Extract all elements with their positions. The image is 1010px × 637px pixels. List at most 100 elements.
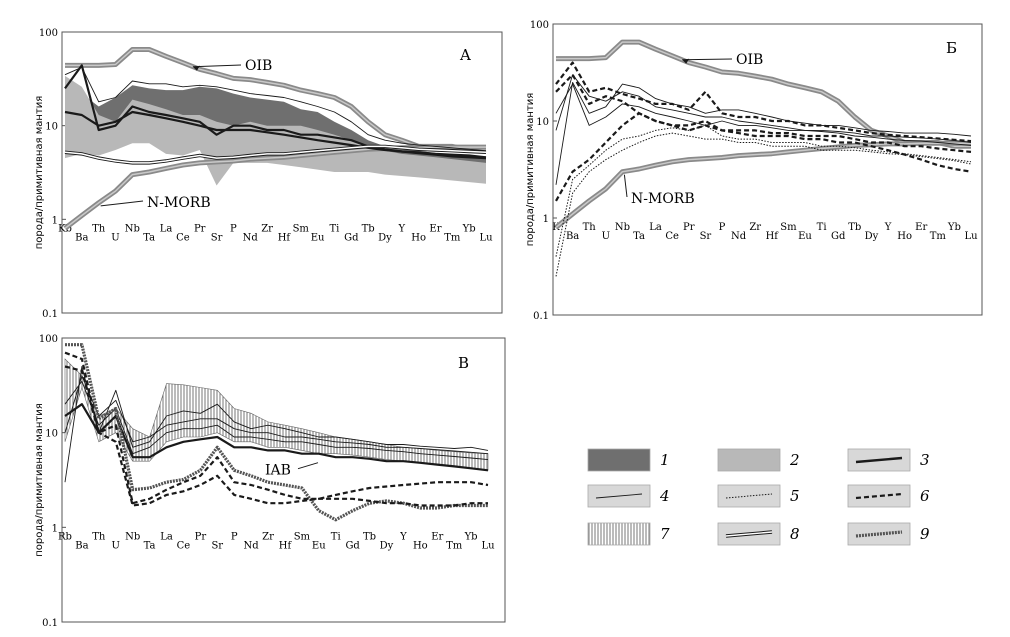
series-line-9 xyxy=(65,343,488,522)
series-line-5 xyxy=(555,124,972,257)
annotation-iab: IAB xyxy=(265,463,291,479)
legend-number: 7 xyxy=(660,525,670,543)
legend-item-8: 8 xyxy=(717,522,800,546)
element-label: Hf xyxy=(766,231,780,242)
element-label: Sr xyxy=(211,540,223,551)
element-label: Y xyxy=(399,531,407,542)
legend-item-5: 5 xyxy=(717,484,800,508)
element-label: P xyxy=(231,531,238,542)
element-label: Yb xyxy=(462,223,476,234)
legend-number: 9 xyxy=(920,525,930,543)
element-label: Ho xyxy=(411,232,426,243)
element-label: Hf xyxy=(278,232,292,243)
legend-number: 8 xyxy=(790,525,800,543)
legend-swatch xyxy=(587,522,651,546)
element-label: Ho xyxy=(413,540,428,551)
series-line-4 xyxy=(64,366,489,483)
element-label: Nb xyxy=(125,531,140,542)
element-label: Yb xyxy=(464,531,478,542)
element-label: U xyxy=(112,540,120,551)
plot-frame xyxy=(552,23,983,316)
legend-line xyxy=(855,456,903,464)
element-label: Ho xyxy=(897,231,912,242)
arrow-head xyxy=(192,65,200,71)
element-label: U xyxy=(111,232,119,243)
y-tick-label: 10 xyxy=(536,117,549,128)
element-label: Ta xyxy=(144,540,156,551)
legend-line xyxy=(595,493,643,499)
annotation-n-morb: N-MORB xyxy=(147,195,211,211)
element-label: Dy xyxy=(378,232,392,243)
element-label: Gd xyxy=(345,540,360,551)
element-label: La xyxy=(649,222,662,233)
y-tick-label: 100 xyxy=(530,20,549,31)
y-axis-label: порода/примитивная мантия xyxy=(525,93,536,247)
element-label: Ba xyxy=(75,540,88,551)
y-tick-label: 100 xyxy=(39,28,58,39)
element-label: Zr xyxy=(261,223,273,234)
y-tick-label: 0.1 xyxy=(533,311,549,322)
element-label: P xyxy=(230,223,237,234)
legend: 1 2 3 4 5 6 7 8 9 xyxy=(587,448,930,546)
element-label: Nd xyxy=(244,540,260,551)
legend-number: 1 xyxy=(660,451,670,469)
element-label: Nb xyxy=(615,222,630,233)
arrow-head xyxy=(682,58,690,64)
annotation-oib: OIB xyxy=(245,58,272,74)
y-tick-label: 0.1 xyxy=(42,309,58,320)
series-line-6 xyxy=(555,73,972,153)
element-label: Ba xyxy=(75,232,88,243)
annotation-arrow xyxy=(100,200,144,207)
element-label: Sm xyxy=(294,531,311,542)
series-line-6 xyxy=(555,61,972,143)
element-label: P xyxy=(719,222,726,233)
element-label: Er xyxy=(431,531,443,542)
element-label: Eu xyxy=(798,231,812,242)
annotation-arrow xyxy=(297,462,319,470)
element-label: Th xyxy=(92,223,106,234)
annotation-arrow xyxy=(682,58,733,61)
element-label: Sm xyxy=(293,223,310,234)
y-tick-label: 1 xyxy=(543,214,549,225)
element-label: Sm xyxy=(780,222,797,233)
panel-letter: Б xyxy=(946,39,957,57)
y-tick-label: 10 xyxy=(45,122,58,133)
element-label: Nd xyxy=(731,231,747,242)
element-label: Sr xyxy=(700,231,712,242)
element-label: Y xyxy=(884,222,892,233)
element-label: Nb xyxy=(125,223,140,234)
element-label: Hf xyxy=(279,540,293,551)
element-label: Er xyxy=(429,223,441,234)
legend-item-1: 1 xyxy=(587,448,670,472)
element-label: La xyxy=(160,531,173,542)
annotation-arrow xyxy=(192,64,242,68)
element-label: Gd xyxy=(831,231,846,242)
element-label: Ti xyxy=(331,531,341,542)
legend-item-7: 7 xyxy=(587,522,670,546)
element-label: Ta xyxy=(143,232,155,243)
legend-item-6: 6 xyxy=(847,484,930,508)
annotation-arrow xyxy=(623,174,628,198)
element-label: Er xyxy=(915,222,927,233)
element-label: Pr xyxy=(194,223,206,234)
legend-number: 5 xyxy=(790,487,800,505)
series-line-4 xyxy=(555,81,972,185)
element-label: Ce xyxy=(176,232,190,243)
reference-line-core xyxy=(555,142,971,228)
y-tick-label: 0.1 xyxy=(42,618,58,629)
element-label: Gd xyxy=(344,232,359,243)
element-label: Tb xyxy=(363,531,376,542)
series-line-8 xyxy=(64,145,487,164)
series-line-4 xyxy=(64,375,489,455)
series-line-4 xyxy=(64,66,487,152)
legend-item-4: 4 xyxy=(587,484,670,508)
element-label: Eu xyxy=(312,540,326,551)
element-label: Zr xyxy=(749,222,761,233)
element-label: Tm xyxy=(444,232,461,243)
element-label: Sr xyxy=(211,232,223,243)
legend-swatch xyxy=(847,522,911,546)
